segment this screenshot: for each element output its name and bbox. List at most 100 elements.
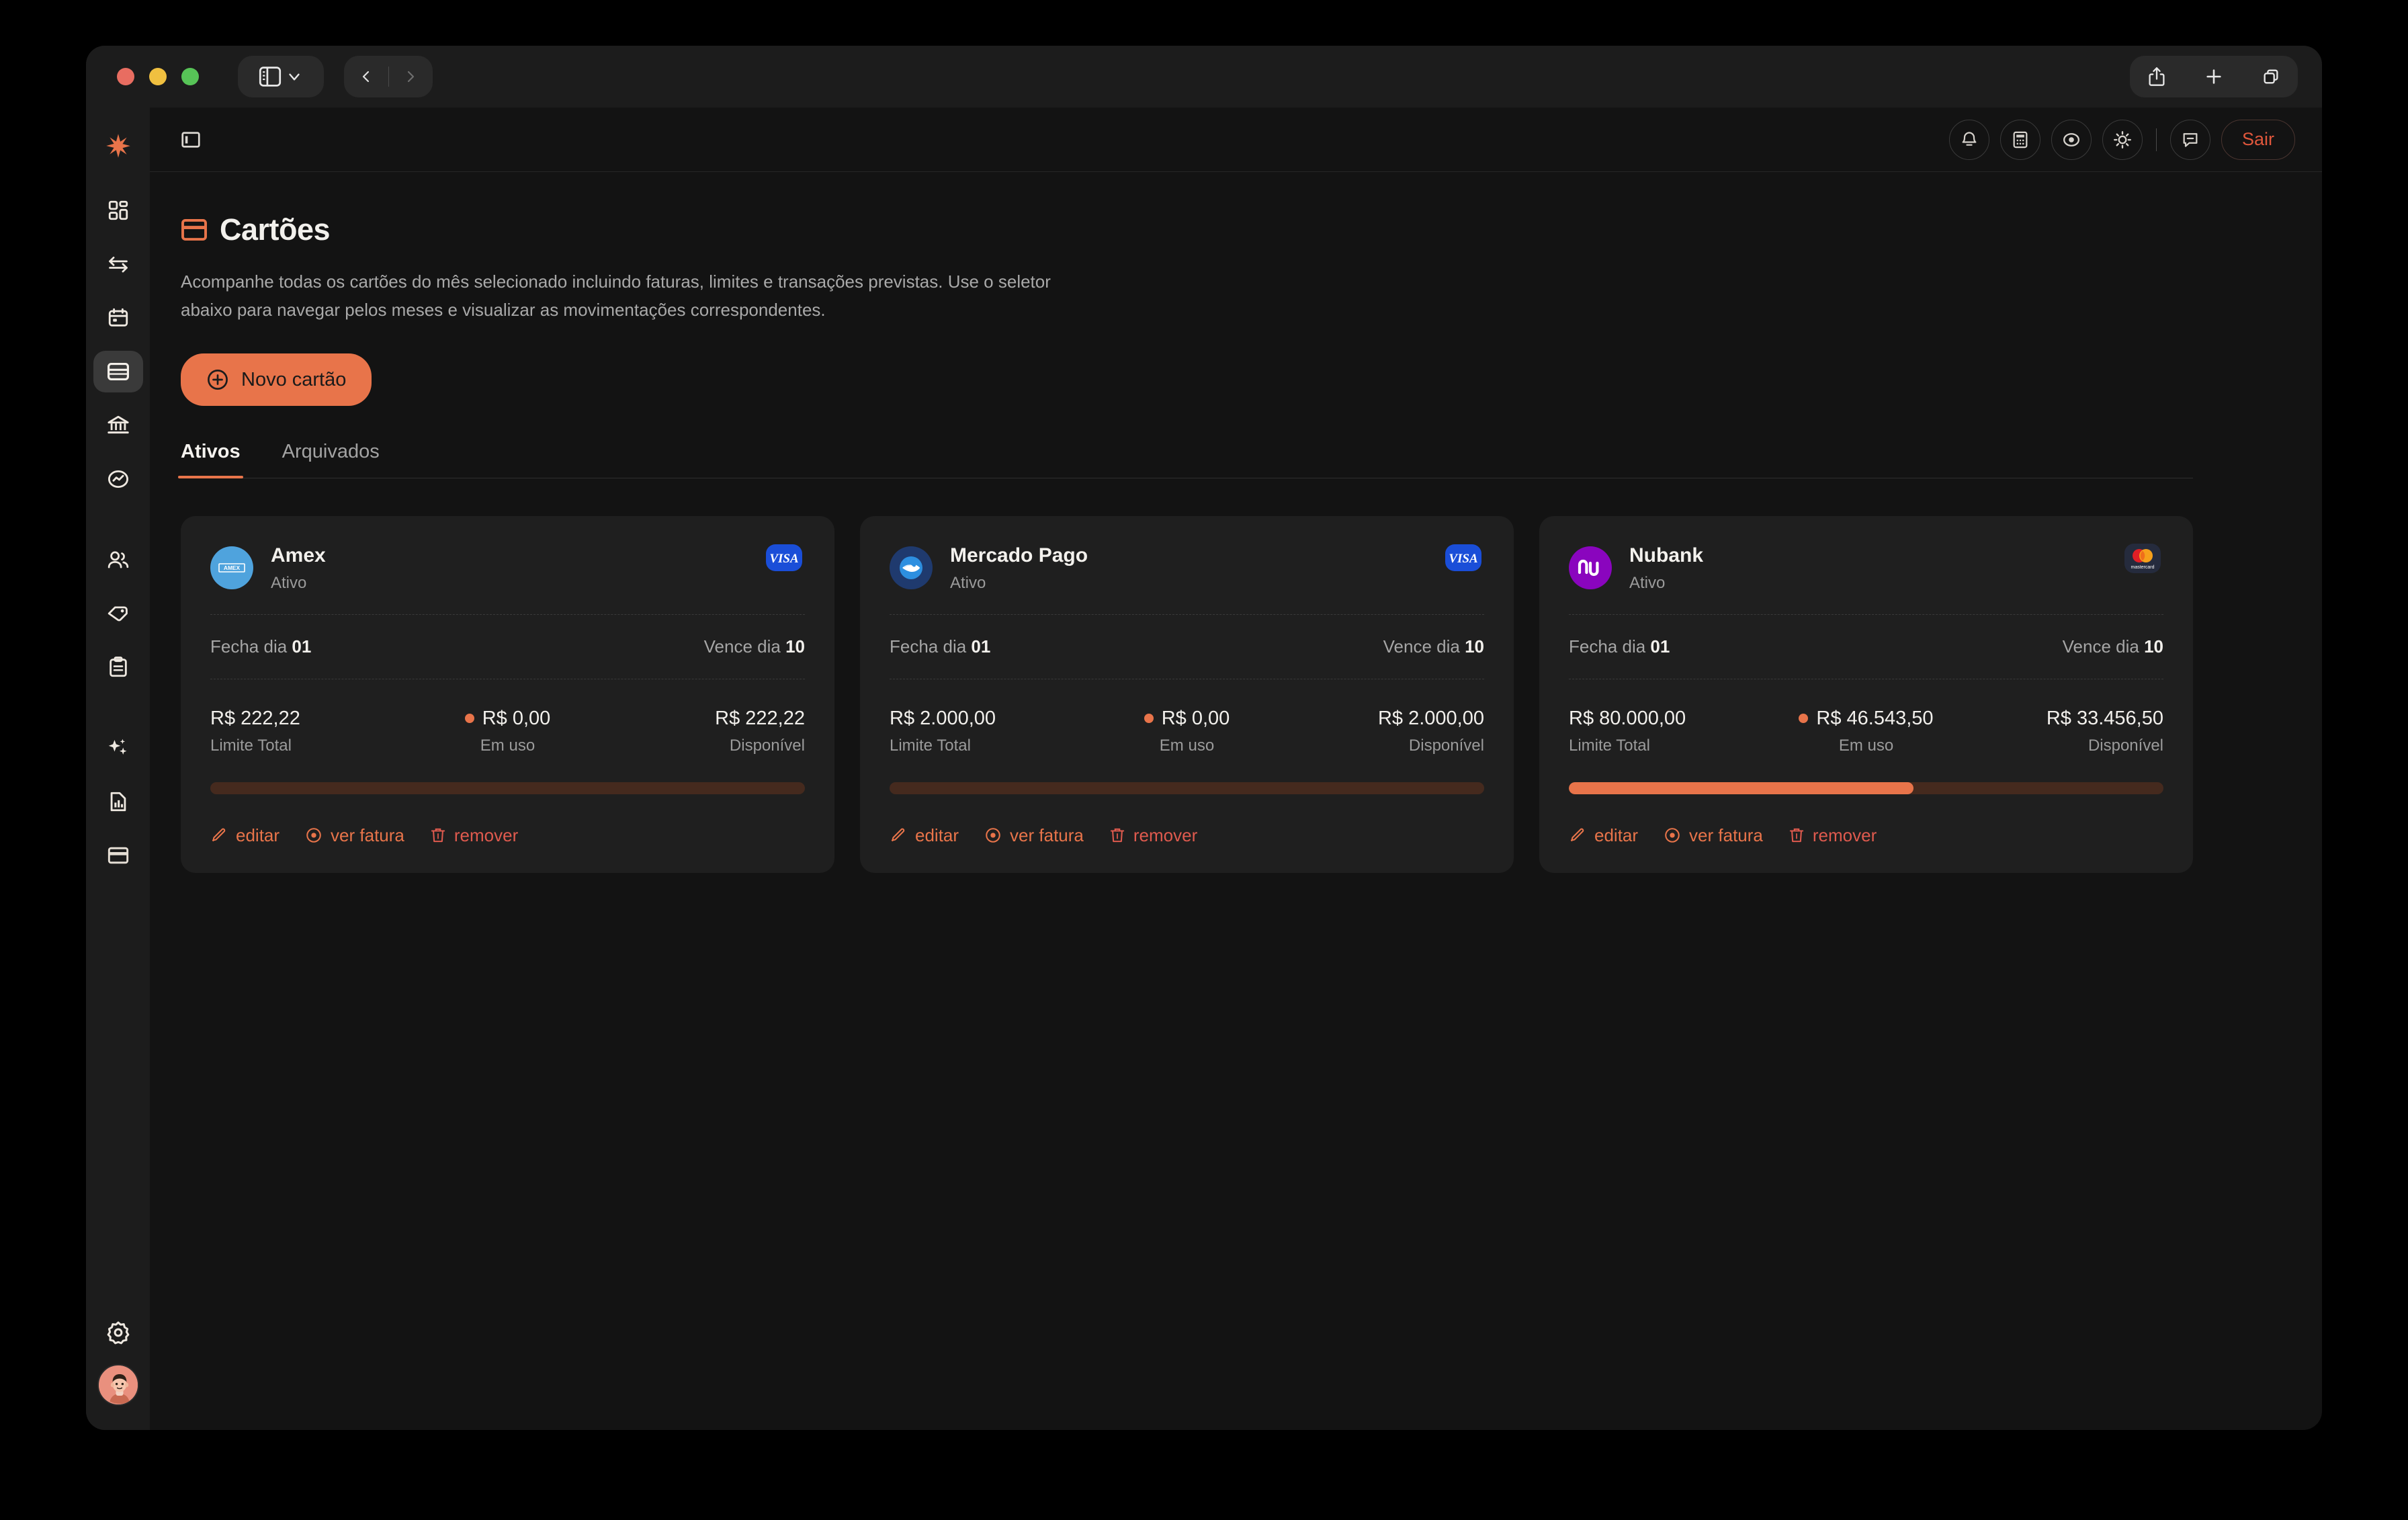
sidebar-item-cards[interactable] bbox=[93, 351, 143, 392]
sidebar-item-tags[interactable] bbox=[93, 593, 143, 634]
card-title-block: Nubank Ativo bbox=[1629, 543, 1703, 593]
card-item[interactable]: AMEX Amex Ativo VISA bbox=[181, 516, 834, 873]
card-tabs: Ativos Arquivados bbox=[178, 441, 2193, 479]
limit-total-value: R$ 222,22 bbox=[210, 707, 300, 729]
view-invoice-button[interactable]: ver fatura bbox=[1664, 825, 1763, 846]
page-description: Acompanhe todas os cartões do mês seleci… bbox=[181, 271, 1051, 321]
credit-card-icon bbox=[181, 218, 208, 242]
maximize-window-button[interactable] bbox=[181, 68, 199, 85]
app-topbar: Sair bbox=[150, 108, 2322, 172]
minimize-window-button[interactable] bbox=[149, 68, 167, 85]
eye-target-icon bbox=[984, 827, 1002, 844]
plus-icon[interactable] bbox=[2194, 56, 2234, 97]
limit-total-label: Limite Total bbox=[210, 736, 292, 755]
usage-dot-icon bbox=[1799, 714, 1809, 724]
sidebar-item-calendar[interactable] bbox=[93, 297, 143, 339]
view-invoice-button[interactable]: ver fatura bbox=[305, 825, 404, 846]
card-header: Nubank Ativo mastercard bbox=[1569, 543, 2163, 593]
avatar[interactable] bbox=[97, 1364, 139, 1406]
card-name: Amex bbox=[271, 544, 326, 567]
nav-divider bbox=[388, 67, 389, 87]
sidebar-item-investments[interactable] bbox=[93, 458, 143, 500]
sidebar-item-transactions[interactable] bbox=[93, 243, 143, 285]
close-window-button[interactable] bbox=[117, 68, 134, 85]
sidebar-nav bbox=[93, 189, 143, 876]
amex-logo-icon: AMEX bbox=[210, 546, 253, 589]
svg-text:mastercard: mastercard bbox=[2131, 565, 2154, 570]
card-name: Nubank bbox=[1629, 544, 1704, 567]
edit-button[interactable]: editar bbox=[1569, 825, 1638, 846]
visibility-button[interactable] bbox=[2051, 119, 2092, 160]
remove-label: remover bbox=[1812, 825, 1877, 845]
trending-circle-icon bbox=[107, 468, 130, 491]
svg-text:AMEX: AMEX bbox=[224, 564, 241, 571]
browser-titlebar bbox=[86, 46, 2322, 108]
available-value: R$ 2.000,00 bbox=[1377, 707, 1484, 729]
card-dates: Fecha dia 01 Vence dia 10 bbox=[210, 636, 805, 657]
sidebar-item-ai-assistant[interactable] bbox=[93, 727, 143, 769]
browser-window: Sair Cartões Acompanhe todas os cartões … bbox=[86, 46, 2322, 1430]
sidebar-item-contacts[interactable] bbox=[93, 539, 143, 581]
due-day: Vence dia 10 bbox=[1383, 636, 1484, 657]
due-day: Vence dia 10 bbox=[704, 636, 805, 657]
card-identity: Nubank Ativo bbox=[1569, 543, 1703, 593]
in-use-value: R$ 46.543,50 bbox=[1816, 707, 1934, 729]
card-item[interactable]: Mercado Pago Ativo VISA Fecha dia 01 bbox=[860, 516, 1514, 873]
sidebar-panel-icon bbox=[259, 67, 282, 87]
view-invoice-button[interactable]: ver fatura bbox=[984, 825, 1084, 846]
new-card-button-label: Novo cartão bbox=[241, 368, 347, 390]
remove-label: remover bbox=[1133, 825, 1198, 845]
remove-button[interactable]: remover bbox=[1789, 825, 1877, 846]
due-day: Vence dia 10 bbox=[2063, 636, 2163, 657]
card-actions: editar ver fatura remover bbox=[890, 825, 1484, 846]
card-item[interactable]: Nubank Ativo mastercard Fecha dia 01 bbox=[1539, 516, 2193, 873]
remove-button[interactable]: remover bbox=[430, 825, 518, 846]
remove-label: remover bbox=[454, 825, 519, 845]
app-logo[interactable] bbox=[100, 128, 136, 164]
card-header: AMEX Amex Ativo VISA bbox=[210, 543, 805, 593]
remove-button[interactable]: remover bbox=[1109, 825, 1197, 846]
sidebar-item-dashboard[interactable] bbox=[93, 189, 143, 231]
sidebar-item-statements[interactable] bbox=[93, 781, 143, 822]
card-divider bbox=[210, 614, 805, 615]
sidebar-item-subscriptions[interactable] bbox=[93, 835, 143, 876]
edit-button[interactable]: editar bbox=[890, 825, 959, 846]
sidebar-item-reports[interactable] bbox=[93, 646, 143, 688]
calculator-button[interactable] bbox=[2000, 119, 2040, 160]
card-lines-icon bbox=[106, 845, 130, 866]
visa-logo-icon: VISA bbox=[1443, 543, 1484, 573]
due-day-label: Vence dia bbox=[2062, 636, 2139, 657]
edit-label: editar bbox=[915, 825, 959, 845]
tab-ativos[interactable]: Ativos bbox=[178, 441, 243, 479]
sidebar-footer bbox=[86, 1320, 150, 1406]
view-invoice-label: ver fatura bbox=[1689, 825, 1763, 845]
calculator-icon bbox=[2012, 130, 2029, 149]
limit-total-block: R$ 80.000,00 Limite Total bbox=[1569, 708, 1686, 755]
share-icon[interactable] bbox=[2137, 56, 2177, 97]
sidebar-item-accounts[interactable] bbox=[93, 405, 143, 446]
back-button[interactable] bbox=[344, 56, 388, 97]
card-amounts: R$ 2.000,00 Limite Total R$ 0,00 Em uso bbox=[890, 708, 1484, 755]
eye-target-icon bbox=[305, 827, 322, 844]
feedback-button[interactable] bbox=[2169, 119, 2210, 160]
notifications-button[interactable] bbox=[1948, 119, 1989, 160]
usage-progress-fill bbox=[1569, 782, 1914, 794]
tab-arquivados[interactable]: Arquivados bbox=[282, 441, 380, 478]
browser-sidebar-toggle[interactable] bbox=[238, 56, 324, 97]
panel-toggle-icon[interactable] bbox=[181, 130, 201, 150]
logout-button[interactable]: Sair bbox=[2221, 119, 2295, 160]
edit-button[interactable]: editar bbox=[210, 825, 280, 846]
visa-logo-icon: VISA bbox=[763, 543, 805, 573]
theme-button[interactable] bbox=[2102, 119, 2143, 160]
clipboard-icon bbox=[108, 656, 129, 679]
in-use-block: R$ 0,00 Em uso bbox=[1144, 708, 1230, 755]
view-invoice-label: ver fatura bbox=[1010, 825, 1084, 845]
copy-tabs-icon[interactable] bbox=[2251, 56, 2291, 97]
gear-icon[interactable] bbox=[105, 1320, 131, 1345]
chevron-down-icon[interactable] bbox=[286, 68, 303, 85]
forward-button[interactable] bbox=[389, 56, 433, 97]
available-label: Disponível bbox=[729, 736, 805, 755]
close-day-label: Fecha dia bbox=[890, 636, 967, 657]
new-card-button[interactable]: Novo cartão bbox=[181, 353, 372, 407]
cards-grid: AMEX Amex Ativo VISA bbox=[181, 516, 2322, 873]
